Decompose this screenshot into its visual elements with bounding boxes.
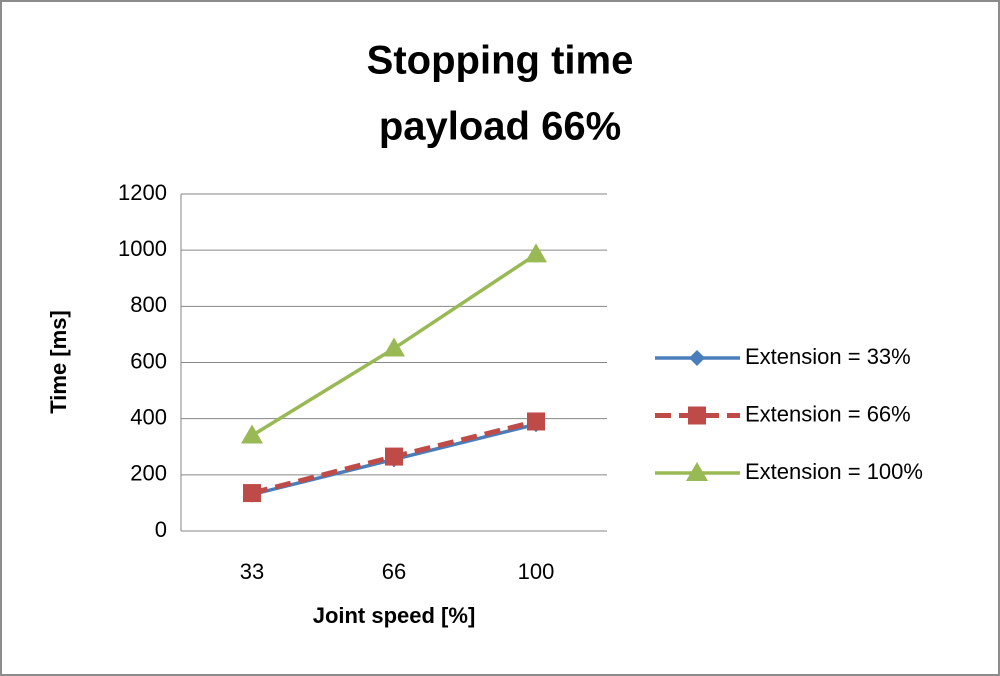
x-tick-label: 100 [518,559,555,584]
legend-label: Extension = 66% [745,401,911,426]
legend-label: Extension = 100% [745,459,923,484]
chart-title: Stopping time [367,39,634,83]
marker [241,424,263,444]
x-axis-label: Joint speed [%] [313,603,476,628]
legend-marker [689,350,705,366]
y-tick-label: 1200 [118,180,167,205]
x-tick-label: 66 [382,559,406,584]
marker [383,337,405,357]
legend-marker [688,406,706,425]
y-tick-label: 200 [130,461,167,486]
chart-subtitle: payload 66% [379,105,621,149]
legend-marker [686,462,708,481]
y-tick-label: 0 [155,517,167,542]
y-tick-label: 1000 [118,236,167,261]
marker [385,447,403,466]
y-tick-label: 800 [130,292,167,317]
marker [527,412,545,431]
x-tick-label: 33 [240,559,264,584]
legend-label: Extension = 33% [745,344,911,369]
y-tick-label: 400 [130,404,167,429]
marker [243,484,261,503]
y-axis-label: Time [ms] [46,310,71,414]
marker [525,243,547,263]
y-tick-label: 600 [130,348,167,373]
